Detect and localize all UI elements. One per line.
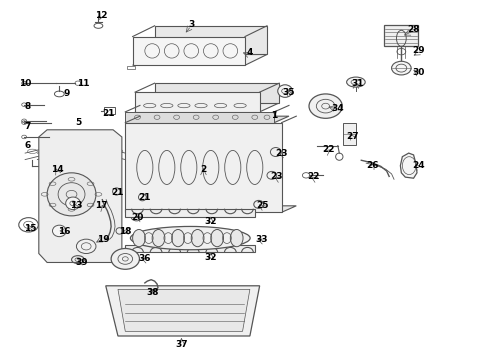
Ellipse shape — [130, 226, 250, 250]
Polygon shape — [155, 26, 267, 54]
Text: 28: 28 — [407, 25, 420, 34]
Text: 13: 13 — [70, 201, 83, 210]
Ellipse shape — [111, 248, 140, 269]
Text: 33: 33 — [256, 235, 269, 244]
Ellipse shape — [133, 229, 146, 247]
Polygon shape — [125, 112, 274, 123]
Polygon shape — [125, 244, 255, 252]
Text: 25: 25 — [256, 201, 269, 210]
Polygon shape — [133, 54, 267, 65]
Ellipse shape — [191, 229, 204, 247]
Bar — [384, 25, 418, 45]
Text: 34: 34 — [332, 104, 344, 113]
Text: 2: 2 — [200, 165, 207, 174]
Ellipse shape — [309, 94, 342, 118]
Text: 4: 4 — [246, 48, 253, 57]
Text: 30: 30 — [412, 68, 425, 77]
Ellipse shape — [230, 229, 243, 247]
Text: 17: 17 — [95, 201, 107, 210]
Text: 22: 22 — [307, 172, 319, 181]
Text: 27: 27 — [346, 132, 359, 141]
Bar — [343, 123, 356, 145]
Text: 35: 35 — [283, 87, 295, 96]
Ellipse shape — [76, 239, 96, 253]
Text: 29: 29 — [412, 46, 425, 55]
Text: 32: 32 — [204, 253, 217, 262]
Text: 16: 16 — [58, 228, 71, 237]
Text: 19: 19 — [97, 235, 110, 244]
Bar — [104, 107, 115, 114]
Text: 26: 26 — [366, 161, 378, 170]
Text: 14: 14 — [50, 165, 63, 174]
Ellipse shape — [47, 173, 96, 216]
Polygon shape — [135, 92, 260, 112]
Text: 37: 37 — [175, 341, 188, 350]
Ellipse shape — [278, 85, 293, 97]
Text: 18: 18 — [119, 228, 131, 237]
Ellipse shape — [152, 229, 165, 247]
Polygon shape — [125, 209, 255, 217]
Polygon shape — [39, 130, 122, 262]
Text: 39: 39 — [75, 258, 88, 267]
Polygon shape — [125, 123, 282, 212]
Text: 8: 8 — [24, 102, 31, 111]
Polygon shape — [400, 153, 417, 178]
Polygon shape — [125, 206, 296, 212]
Polygon shape — [106, 286, 260, 336]
Text: 15: 15 — [24, 224, 36, 233]
Text: 36: 36 — [139, 255, 151, 264]
Text: 31: 31 — [351, 79, 364, 88]
Text: 6: 6 — [24, 141, 31, 150]
Text: 21: 21 — [102, 109, 115, 118]
Polygon shape — [125, 116, 289, 123]
Polygon shape — [118, 289, 250, 331]
Text: 38: 38 — [146, 288, 158, 297]
Text: 7: 7 — [24, 122, 31, 131]
Ellipse shape — [66, 197, 80, 210]
Text: 23: 23 — [270, 172, 283, 181]
Text: 20: 20 — [131, 213, 144, 222]
Text: 21: 21 — [112, 188, 124, 197]
Ellipse shape — [392, 61, 411, 75]
Ellipse shape — [52, 225, 66, 237]
Text: 23: 23 — [275, 149, 288, 158]
Ellipse shape — [346, 77, 365, 87]
Text: 10: 10 — [19, 79, 31, 88]
Polygon shape — [155, 83, 279, 103]
Polygon shape — [135, 103, 279, 112]
Text: 21: 21 — [139, 193, 151, 202]
Polygon shape — [133, 37, 245, 65]
Text: 11: 11 — [77, 79, 90, 88]
Text: 32: 32 — [204, 217, 217, 226]
Ellipse shape — [211, 229, 223, 247]
Text: 12: 12 — [95, 10, 107, 19]
Text: 3: 3 — [188, 19, 195, 28]
Text: 22: 22 — [322, 145, 334, 154]
Text: 5: 5 — [76, 118, 82, 127]
Ellipse shape — [172, 229, 184, 247]
Text: 24: 24 — [412, 161, 425, 170]
Text: 9: 9 — [64, 89, 70, 98]
Text: 1: 1 — [271, 111, 277, 120]
